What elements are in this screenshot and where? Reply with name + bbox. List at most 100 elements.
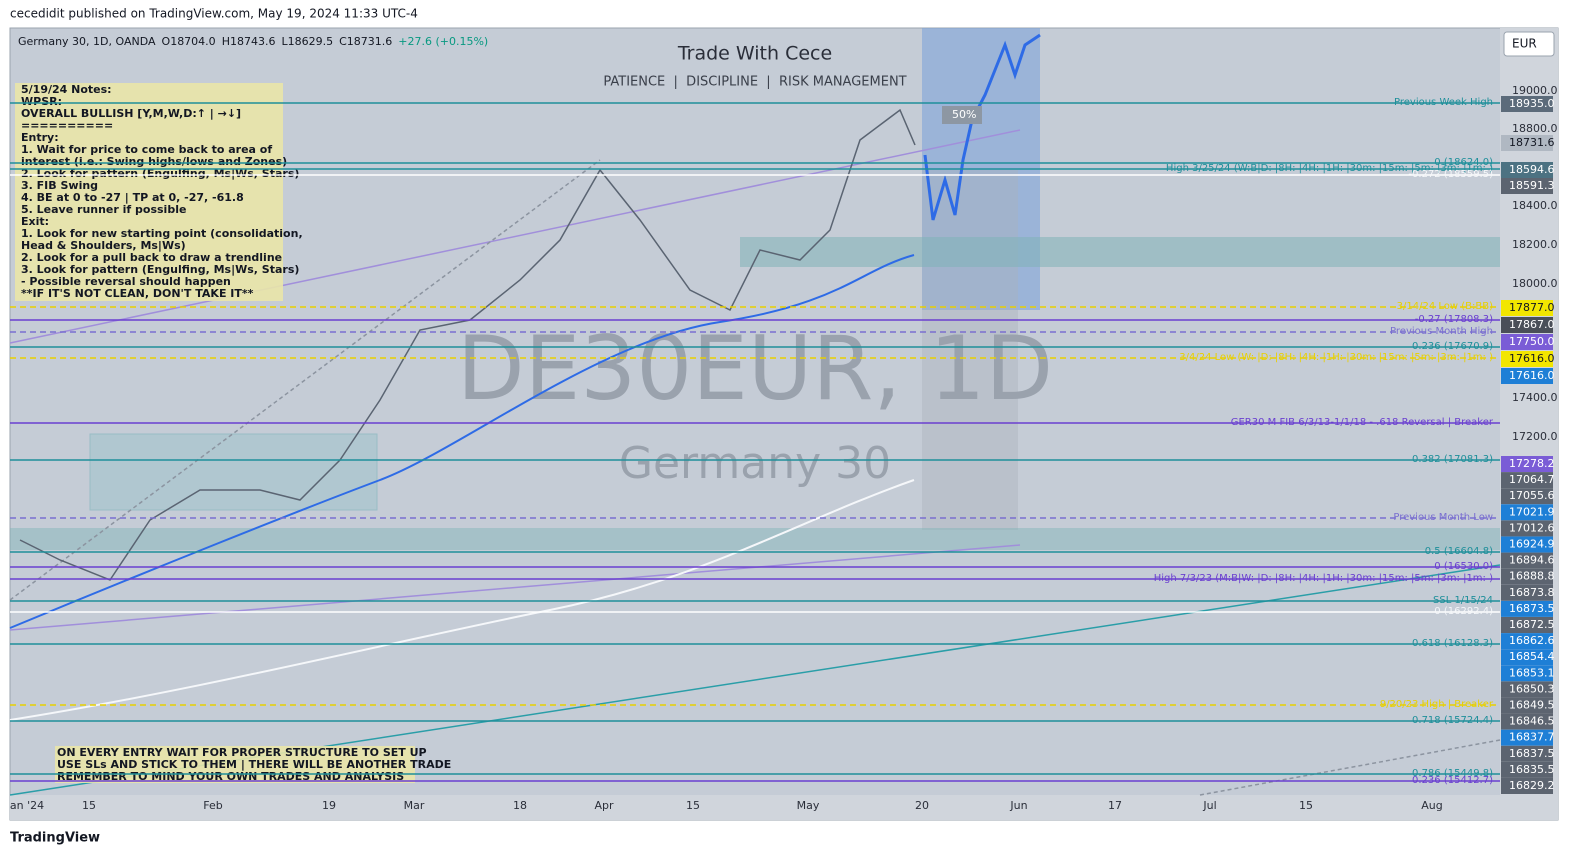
time-axis-label: Mar xyxy=(404,799,425,812)
price-tag-label: 16829.2 xyxy=(1509,779,1555,792)
level-label: High 7/3/23 (M:B|W: |D: |8H: |4H: |1H: |… xyxy=(1154,573,1493,584)
level-label: 0 (16530.0) xyxy=(1434,561,1493,572)
price-axis-label: 19000.0 xyxy=(1512,84,1558,97)
price-tag xyxy=(1501,520,1553,537)
level-label: Previous Month High xyxy=(1390,326,1493,337)
price-tag-label: 16873.8 xyxy=(1509,586,1555,599)
zone xyxy=(10,528,1500,550)
ohlc-high: H18743.6 xyxy=(222,35,276,48)
note-line: 1. Wait for price to come back to area o… xyxy=(21,143,272,156)
price-tag-label: 17877.0 xyxy=(1509,301,1555,314)
watermark-symbol: DE30EUR, 1D xyxy=(457,317,1053,420)
price-tag xyxy=(1501,745,1553,762)
level-label: 0.618 (16128.3) xyxy=(1412,638,1493,649)
note-line: 2. Look for a pull back to draw a trendl… xyxy=(21,251,282,264)
currency[interactable]: EUR xyxy=(1512,37,1537,51)
badge xyxy=(942,106,982,124)
note-line: Entry: xyxy=(21,131,59,144)
time-axis-label: 15 xyxy=(686,799,700,812)
price-tag xyxy=(1501,617,1553,633)
price-tag xyxy=(1501,504,1553,521)
currency-box[interactable] xyxy=(1503,31,1555,57)
price-axis-label: 18800.0 xyxy=(1512,122,1558,135)
level-label: 0 (16292.4) xyxy=(1434,606,1493,617)
level-label: SSL 1/15/24 xyxy=(1433,595,1493,606)
level-label: 0 (18624.0) xyxy=(1434,157,1493,168)
level-label: 0.382 (17081.3) xyxy=(1412,454,1493,465)
price-tag xyxy=(1501,368,1553,384)
price-tag xyxy=(1501,456,1553,472)
price-tag xyxy=(1501,649,1553,666)
price-tag xyxy=(1501,584,1553,601)
price-tag-label: 16837.7 xyxy=(1509,731,1555,744)
level-label: 0.786 (15449.8) xyxy=(1412,768,1493,779)
notes-box xyxy=(15,83,283,301)
time-axis-label: 17 xyxy=(1108,799,1122,812)
price-tag-label: 18935.0 xyxy=(1509,97,1555,110)
price-tag-label: 16888.8 xyxy=(1509,570,1555,583)
level-label: 9/20/23 High | Breaker xyxy=(1380,699,1494,710)
price-tag-label: 17750.0 xyxy=(1509,335,1555,348)
price-tag-label: 17867.0 xyxy=(1509,318,1555,331)
ohlc-low: L18629.5 xyxy=(281,35,333,48)
price-tag xyxy=(1501,681,1553,698)
price-axis-label: 17400.0 xyxy=(1512,391,1558,404)
price-tag-label: 16835.5 xyxy=(1509,763,1555,776)
time-axis-label: 15 xyxy=(1299,799,1313,812)
price-tag xyxy=(1501,568,1553,585)
price-tag-label: 17616.0 xyxy=(1509,369,1555,382)
price-tag xyxy=(1501,600,1553,617)
price-tag-label: 18731.6 xyxy=(1509,136,1555,149)
level-label: 3/14/24 Low (B:BB) xyxy=(1397,301,1493,312)
price-tag xyxy=(1501,96,1553,112)
price-tag xyxy=(1501,729,1553,746)
price-tag xyxy=(1501,334,1553,350)
badge-text: 50% xyxy=(952,108,976,121)
footer-logo: TradingView xyxy=(10,831,100,846)
price-tag xyxy=(1501,778,1553,794)
note-line: WPSR: xyxy=(21,95,62,108)
note-line: **IF IT'S NOT CLEAN, DON'T TAKE IT** xyxy=(21,287,254,300)
note-line: - Possible reversal should happen xyxy=(21,275,231,288)
time-axis-label: Aug xyxy=(1421,799,1442,812)
price-tag-label: 16850.3 xyxy=(1509,682,1555,695)
note-line: 2. Look for pattern (Engulfing, Ms|Ws, S… xyxy=(21,167,299,180)
price-tag xyxy=(1501,317,1553,333)
level-label: 0.236 (17670.9) xyxy=(1412,341,1493,352)
price-tag-label: 16872.5 xyxy=(1509,618,1555,631)
price-tag xyxy=(1501,552,1553,569)
bottom-note-line: ON EVERY ENTRY WAIT FOR PROPER STRUCTURE… xyxy=(57,746,427,759)
price-tag-label: 17616.0 xyxy=(1509,352,1555,365)
price-tag xyxy=(1501,633,1553,650)
time-axis-label: 19 xyxy=(322,799,336,812)
price-tag xyxy=(1501,178,1553,194)
price-tag-label: 16894.6 xyxy=(1509,554,1555,567)
price-tag-label: 16846.5 xyxy=(1509,715,1555,728)
price-axis-label: 18200.0 xyxy=(1512,238,1558,251)
price-tag-label: 17021.9 xyxy=(1509,505,1555,518)
price-tag xyxy=(1501,697,1553,714)
subtitle: PATIENCE | DISCIPLINE | RISK MANAGEMENT xyxy=(603,75,906,90)
price-tag xyxy=(1501,713,1553,730)
price-tag-label: 16854.4 xyxy=(1509,650,1555,663)
level-label: High 3/25/24 (W:B|D: |8H: |4H: |1H: |30m… xyxy=(1166,163,1493,174)
price-tag xyxy=(1501,761,1553,778)
price-tag-label: 18591.3 xyxy=(1509,179,1555,192)
price-axis-label: 17200.0 xyxy=(1512,430,1558,443)
level-label: -0.272 (18559.5) xyxy=(1408,169,1493,180)
price-tag xyxy=(1501,351,1553,367)
level-label: 0.236 (15412.7) xyxy=(1412,775,1493,786)
title: Trade With Cece xyxy=(677,43,832,65)
price-tag-label: 16849.5 xyxy=(1509,699,1555,712)
price-tag xyxy=(1501,536,1553,553)
price-tag xyxy=(1501,300,1553,316)
ohlc-change: +27.6 (+0.15%) xyxy=(398,35,488,48)
time-axis-label: 15 xyxy=(82,799,96,812)
note-line: Head & Shoulders, Ms|Ws) xyxy=(21,239,186,252)
level-label: Previous Month Low xyxy=(1393,512,1493,523)
price-tag xyxy=(1501,665,1553,682)
consolidation-zone xyxy=(89,433,378,511)
level-label: -0.27 (17808.3) xyxy=(1415,314,1493,325)
price-tag-label: 16853.1 xyxy=(1509,666,1555,679)
price-axis-label: 18400.0 xyxy=(1512,199,1558,212)
